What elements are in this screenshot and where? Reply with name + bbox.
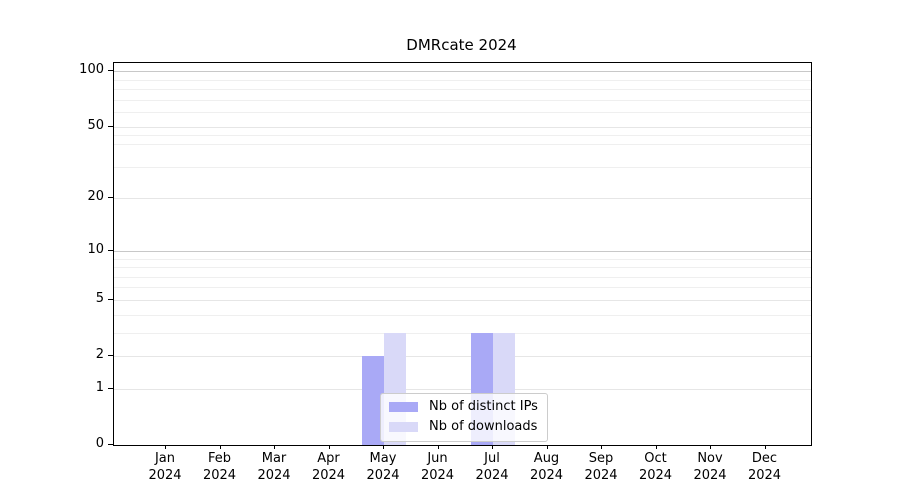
x-tick-year: 2024	[366, 468, 400, 483]
x-tick-mark	[601, 445, 602, 449]
gridline-minor	[114, 166, 811, 168]
x-tick-month: Jun	[427, 451, 448, 466]
x-tick-year: 2024	[693, 468, 727, 483]
x-tick-year: 2024	[311, 468, 346, 483]
chart-title: DMRcate 2024	[406, 36, 517, 54]
y-tick-label: 2	[95, 347, 104, 362]
gridline-minor	[114, 332, 811, 334]
x-tick-mark	[492, 445, 493, 449]
x-tick-mark	[274, 445, 275, 449]
x-tick-month: Sep	[588, 451, 614, 466]
x-tick-year: 2024	[475, 468, 509, 483]
legend-item: Nb of distinct IPs	[389, 399, 538, 414]
gridline-major	[114, 299, 811, 301]
x-tick-month: Apr	[317, 451, 340, 466]
y-tick-mark	[108, 125, 113, 127]
x-tick-year: 2024	[584, 468, 618, 483]
x-tick-year: 2024	[202, 468, 237, 483]
gridline-minor	[114, 276, 811, 278]
x-tick-mark	[546, 445, 548, 449]
x-tick-month: Jul	[484, 451, 500, 466]
x-tick-label: Dec 2024	[735, 450, 795, 484]
gridline-minor	[114, 314, 811, 316]
gridline-minor	[114, 112, 811, 113]
x-tick-mark	[764, 445, 766, 449]
gridline-minor	[114, 134, 811, 136]
y-tick-label: 0	[95, 436, 104, 451]
x-tick-month: May	[369, 451, 397, 466]
x-tick-month: Mar	[261, 451, 287, 466]
x-tick-label: May 2024	[353, 450, 413, 484]
x-tick-label: Jun 2024	[408, 450, 468, 484]
x-tick-month: Oct	[644, 451, 667, 466]
x-tick-mark	[655, 445, 657, 449]
x-tick-label: Oct 2024	[626, 450, 686, 484]
gridline-major	[114, 388, 811, 390]
x-tick-mark	[219, 445, 221, 449]
legend-item: Nb of downloads	[389, 419, 538, 435]
legend-swatch-downloads	[389, 422, 418, 433]
x-tick-year: 2024	[638, 468, 673, 483]
gridline-major	[114, 356, 811, 357]
gridline-major	[114, 126, 811, 128]
x-tick-mark	[710, 445, 711, 449]
gridline-minor	[114, 89, 811, 90]
x-tick-year: 2024	[529, 468, 564, 483]
x-tick-year: 2024	[148, 468, 182, 483]
x-tick-mark	[328, 445, 330, 449]
x-tick-year: 2024	[420, 468, 455, 483]
y-tick-label: 10	[87, 241, 104, 257]
legend-swatch-distinct-ips	[389, 402, 418, 413]
x-tick-mark	[437, 445, 439, 449]
legend: Nb of distinct IPs Nb of downloads	[380, 393, 548, 442]
x-tick-month: Nov	[697, 451, 723, 466]
x-tick-label: Mar 2024	[244, 450, 304, 484]
y-tick-mark	[108, 197, 113, 199]
y-tick-label: 50	[87, 117, 104, 133]
gridline-major	[114, 198, 811, 200]
x-tick-label: Aug 2024	[517, 450, 577, 484]
gridline-minor	[114, 258, 811, 260]
gridline-minor	[114, 79, 811, 81]
y-tick-mark	[108, 387, 113, 389]
x-tick-label: Feb 2024	[190, 450, 250, 484]
bar-distinct-ips	[362, 356, 384, 445]
x-tick-label: Nov 2024	[680, 450, 740, 484]
x-tick-label: Apr 2024	[299, 450, 359, 484]
x-tick-year: 2024	[257, 468, 291, 483]
legend-label: Nb of distinct IPs	[429, 399, 538, 414]
x-tick-month: Aug	[533, 451, 560, 466]
gridline-decade	[114, 71, 811, 73]
gridline-minor	[114, 287, 811, 289]
y-tick-mark	[108, 298, 113, 300]
plot-area: Nb of distinct IPs Nb of downloads	[113, 62, 812, 446]
legend-label: Nb of downloads	[429, 419, 538, 435]
gridline-minor	[114, 99, 811, 101]
y-tick-mark	[108, 249, 113, 251]
x-tick-month: Dec	[751, 451, 778, 466]
y-tick-label: 5	[95, 290, 104, 306]
y-tick-label: 100	[79, 62, 104, 78]
y-tick-mark	[108, 444, 113, 445]
gridline-decade	[114, 250, 811, 252]
y-tick-label: 1	[95, 379, 104, 395]
gridline-minor	[114, 267, 811, 268]
x-tick-year: 2024	[747, 468, 782, 483]
x-tick-month: Jan	[154, 451, 176, 466]
y-tick-mark	[108, 70, 113, 72]
gridline-minor	[114, 144, 811, 146]
x-tick-month: Feb	[207, 451, 232, 466]
y-tick-label: 20	[87, 189, 104, 205]
x-tick-mark	[383, 445, 384, 449]
x-tick-mark	[165, 445, 166, 449]
y-tick-mark	[108, 355, 113, 356]
x-tick-label: Jan 2024	[135, 450, 195, 484]
x-tick-label: Jul 2024	[462, 450, 522, 484]
x-tick-label: Sep 2024	[571, 450, 631, 484]
